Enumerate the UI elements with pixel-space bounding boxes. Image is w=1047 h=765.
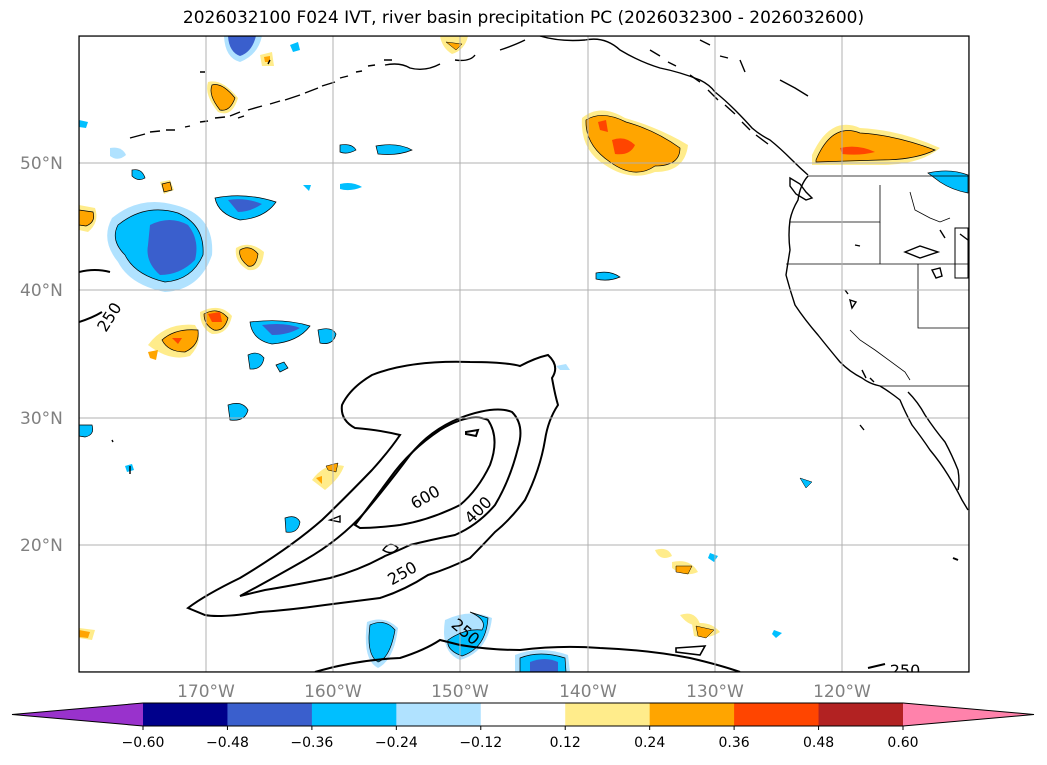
colorbar-segment (396, 703, 482, 726)
lat-label-30: 30°N (20, 409, 63, 429)
ivt-label-250-se: 250 (890, 661, 921, 680)
colorbar-tick-label: 0.48 (803, 735, 834, 751)
colorbar-tick-label: −0.24 (375, 735, 418, 751)
lat-label-20: 20°N (20, 536, 63, 556)
map-area: 250 250 600 400 250 250 (79, 36, 969, 680)
colorbar: −0.60 −0.48 −0.36 −0.24 −0.12 0.12 0.24 0.36 0.4… (11, 702, 1035, 751)
colorbar-extend-min (12, 703, 143, 726)
map-frame (78, 35, 970, 673)
colorbar-segment (480, 703, 566, 726)
ivt-contour-250-west (79, 269, 111, 323)
neg-blob-nw-strong (147, 220, 197, 275)
lon-label-130w: 130°W (686, 682, 744, 702)
ivt-contour-250-south (314, 638, 741, 672)
west-coast (785, 175, 969, 511)
colorbar-tick-label: 0.36 (719, 735, 750, 751)
colorbar-segment (227, 703, 313, 726)
colorbar-tick-label: −0.60 (122, 735, 165, 751)
lon-label-140w: 140°W (559, 682, 617, 702)
lon-label-120w: 120°W (813, 682, 871, 702)
coastlines (111, 36, 969, 511)
ivt-contour-250-ar (186, 353, 560, 617)
vancouver-island (789, 176, 814, 201)
ivt-contour-600 (353, 416, 496, 530)
lat-label-50: 50°N (20, 154, 63, 174)
colorbar-segment (565, 703, 651, 726)
political-borders (786, 175, 969, 387)
colorbar-tick-label: −0.48 (206, 735, 249, 751)
lon-label-160w: 160°W (304, 682, 362, 702)
colorbar-tick-label: 0.24 (634, 735, 665, 751)
colorbar-segment (734, 703, 820, 726)
colorbar-tick-label: −0.12 (459, 735, 502, 751)
colorbar-segment (143, 703, 228, 726)
lon-label-150w: 150°W (431, 682, 489, 702)
precip-negative-areas (79, 36, 969, 672)
map-title: 2026032100 F024 IVT, river basin precipi… (182, 8, 865, 28)
longitude-labels: 170°W 160°W 150°W 140°W 130°W 120°W (177, 682, 871, 702)
ak-islands (649, 39, 809, 145)
aleutian-islands (129, 59, 392, 139)
precip-positive-areas (79, 36, 940, 640)
ivt-contours (79, 269, 959, 672)
baja-california (907, 391, 960, 491)
colorbar-tick-label: −0.36 (290, 735, 333, 751)
colorbar-tick-label: 0.60 (887, 735, 918, 751)
colorbar-extend-max (903, 703, 1034, 726)
colorbar-segment (818, 703, 904, 726)
great-salt-lake (903, 245, 941, 259)
colorbar-segment (649, 703, 735, 726)
lat-label-40: 40°N (20, 281, 63, 301)
graticule (79, 36, 969, 672)
alaska-coast-west (384, 39, 526, 71)
colorbar-segment (311, 703, 397, 726)
lon-label-170w: 170°W (177, 682, 235, 702)
colorbar-tick-label: 0.12 (550, 735, 581, 751)
latitude-labels: 50°N 40°N 30°N 20°N (20, 154, 63, 556)
